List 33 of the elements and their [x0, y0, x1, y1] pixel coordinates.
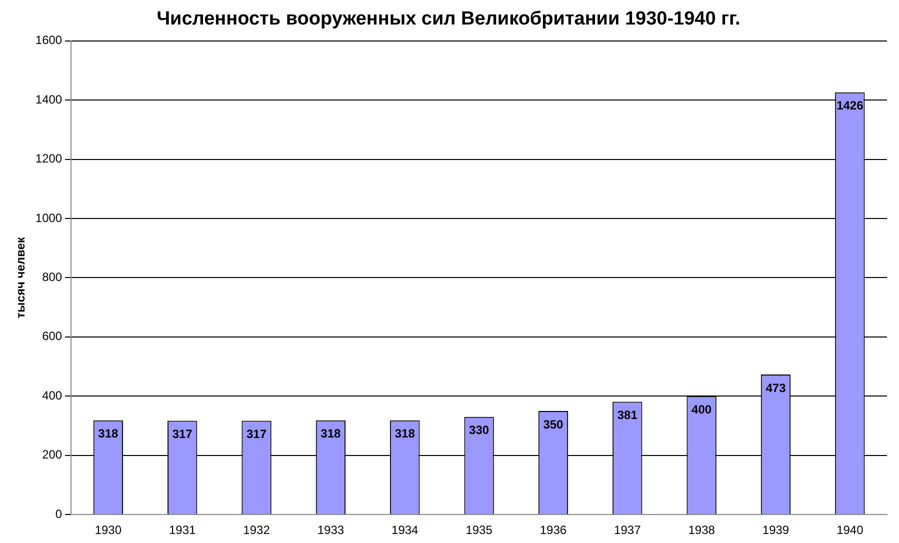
- data-label: 350: [543, 417, 564, 432]
- x-tick-label: 1937: [614, 523, 642, 538]
- data-label: 318: [320, 426, 342, 441]
- x-tick-label: 1939: [762, 523, 790, 538]
- data-label: 381: [617, 408, 638, 422]
- y-tick-label: 1600: [35, 33, 62, 48]
- data-label: 317: [246, 427, 267, 442]
- x-tick-label: 1940: [836, 523, 864, 538]
- data-label: 318: [394, 426, 416, 441]
- data-label: 400: [692, 402, 712, 416]
- y-tick-label: 600: [42, 329, 62, 344]
- data-label: 318: [98, 426, 119, 441]
- x-tick-label: 1938: [688, 523, 716, 538]
- y-tick-label: 1200: [35, 152, 62, 166]
- x-tick-label: 1935: [466, 523, 493, 538]
- y-tick-label: 0: [55, 506, 62, 521]
- y-axis-title: тысяч челвек: [14, 236, 28, 318]
- x-tick-label: 1934: [392, 523, 419, 538]
- y-tick-label: 1400: [35, 92, 62, 106]
- data-label: 473: [766, 380, 786, 395]
- y-tick-label: 800: [42, 270, 62, 284]
- x-tick-label: 1932: [243, 523, 270, 538]
- y-tick-label: 200: [42, 448, 62, 462]
- x-tick-label: 1930: [94, 523, 122, 538]
- data-label: 330: [469, 423, 490, 438]
- y-tick-label: 1000: [35, 210, 62, 225]
- x-tick-label: 1936: [540, 523, 567, 538]
- x-tick-label: 1931: [169, 523, 196, 538]
- y-tick-label: 400: [42, 388, 62, 402]
- data-label: 317: [172, 427, 193, 442]
- data-label: 1426: [836, 98, 864, 113]
- chart-title: Численность вооруженных сил Великобритании 1930-1940 гг.: [156, 8, 740, 30]
- x-tick-label: 1933: [317, 523, 344, 538]
